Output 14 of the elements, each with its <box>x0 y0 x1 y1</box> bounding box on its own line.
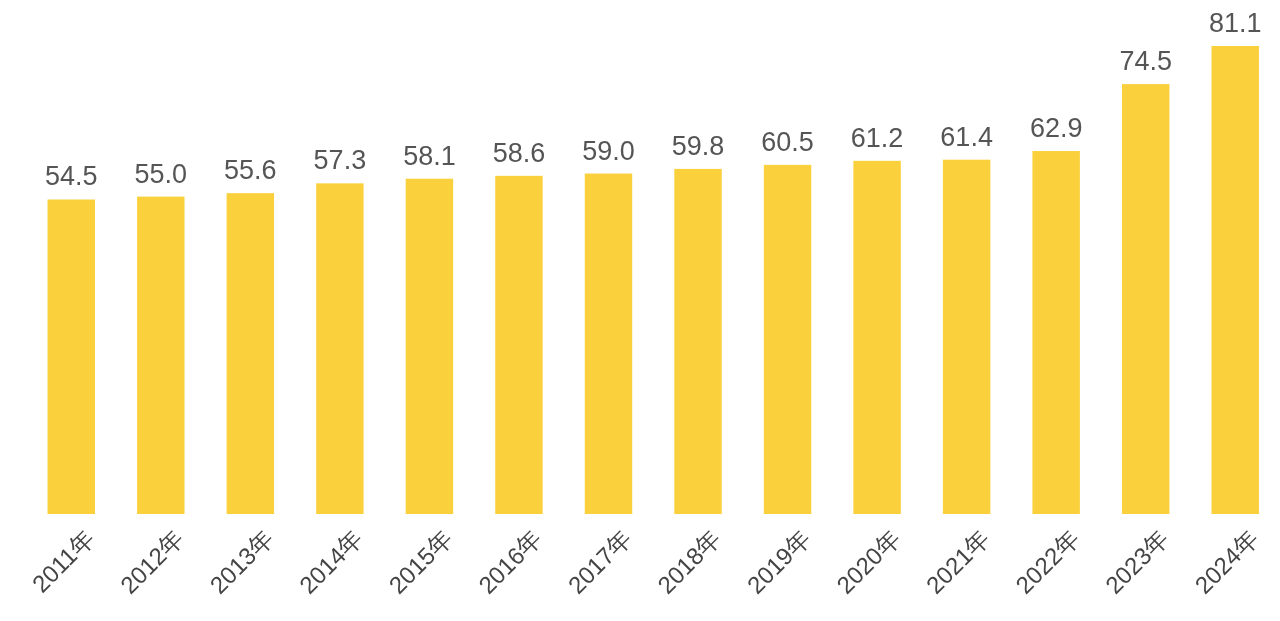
data-label: 58.6 <box>492 137 546 168</box>
data-label: 54.5 <box>44 161 98 192</box>
data-label: 57.3 <box>313 145 367 176</box>
data-label: 74.5 <box>1119 46 1172 77</box>
data-label: 58.1 <box>403 140 456 171</box>
data-label: 61.2 <box>850 122 904 153</box>
data-label: 55.0 <box>134 158 188 189</box>
data-label: 81.1 <box>1208 8 1262 38</box>
data-label: 61.4 <box>940 121 993 152</box>
data-label: 55.6 <box>224 155 277 186</box>
data-label: 62.9 <box>1029 113 1083 144</box>
data-label: 59.8 <box>671 130 725 161</box>
data-label: 59.0 <box>582 135 635 166</box>
data-label: 60.5 <box>761 126 814 157</box>
